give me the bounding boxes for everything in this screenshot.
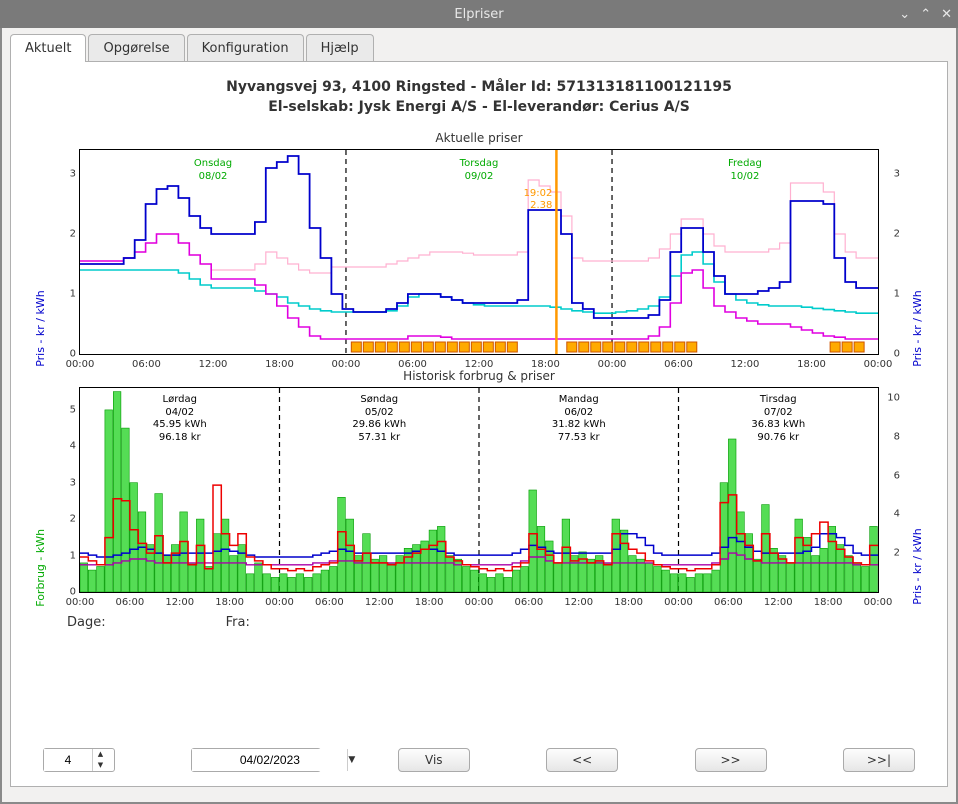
tab-aktuelt[interactable]: Aktuelt bbox=[10, 34, 86, 62]
date-picker[interactable]: ▼ bbox=[191, 748, 321, 772]
chart2-ylabel-right: Pris - kr / kWh bbox=[911, 528, 924, 605]
label-fra: Fra: bbox=[226, 615, 250, 630]
prev-button[interactable]: << bbox=[546, 748, 618, 772]
spinner-up-icon[interactable]: ▲ bbox=[93, 749, 108, 760]
chart-historisk: Forbrug - kWh Pris - kr / kWh 0123452468… bbox=[79, 387, 879, 593]
last-button[interactable]: >>| bbox=[843, 748, 915, 772]
svg-text:2.38: 2.38 bbox=[530, 200, 552, 211]
maximize-icon[interactable]: ⌃ bbox=[920, 7, 931, 22]
tab-hjaelp[interactable]: Hjælp bbox=[306, 34, 374, 62]
dropdown-icon[interactable]: ▼ bbox=[347, 749, 355, 771]
chart-aktuelle-priser: Pris - kr / kWh Pris - kr / kWh 00112233… bbox=[79, 149, 879, 355]
main-panel: Nyvangsvej 93, 4100 Ringsted - Måler Id:… bbox=[10, 61, 948, 787]
date-input[interactable] bbox=[192, 749, 347, 771]
close-icon[interactable]: ✕ bbox=[941, 7, 952, 22]
minimize-icon[interactable]: ⌄ bbox=[899, 7, 910, 22]
chart2-title: Historisk forbrug & priser bbox=[31, 369, 927, 383]
vis-button[interactable]: Vis bbox=[398, 748, 470, 772]
window-body: Aktuelt Opgørelse Konfiguration Hjælp Ny… bbox=[0, 28, 958, 804]
label-dage: Dage: bbox=[67, 615, 106, 630]
days-input[interactable] bbox=[44, 749, 92, 771]
next-button[interactable]: >> bbox=[695, 748, 767, 772]
header-line1: Nyvangsvej 93, 4100 Ringsted - Måler Id:… bbox=[31, 78, 927, 98]
days-spinner[interactable]: ▲▼ bbox=[43, 748, 115, 772]
window-title: Elpriser bbox=[454, 7, 503, 22]
chart1-ylabel-right: Pris - kr / kWh bbox=[911, 290, 924, 367]
svg-text:19:02: 19:02 bbox=[524, 188, 553, 199]
tab-opgorelse[interactable]: Opgørelse bbox=[88, 34, 184, 62]
chart2-ylabel-left: Forbrug - kWh bbox=[34, 529, 47, 607]
labels-row: Dage: Fra: bbox=[31, 615, 927, 630]
header-line2: El-selskab: Jysk Energi A/S - El-leveran… bbox=[31, 98, 927, 118]
tab-bar: Aktuelt Opgørelse Konfiguration Hjælp bbox=[10, 34, 948, 62]
header-block: Nyvangsvej 93, 4100 Ringsted - Måler Id:… bbox=[31, 78, 927, 117]
buttons-row: ▲▼ ▼ Vis << >> >>| bbox=[31, 748, 927, 772]
chart1-title: Aktuelle priser bbox=[31, 131, 927, 145]
chart1-ylabel-left: Pris - kr / kWh bbox=[34, 290, 47, 367]
spinner-down-icon[interactable]: ▼ bbox=[93, 760, 108, 771]
window-titlebar: Elpriser ⌄ ⌃ ✕ bbox=[0, 0, 958, 28]
tab-konfiguration[interactable]: Konfiguration bbox=[187, 34, 304, 62]
